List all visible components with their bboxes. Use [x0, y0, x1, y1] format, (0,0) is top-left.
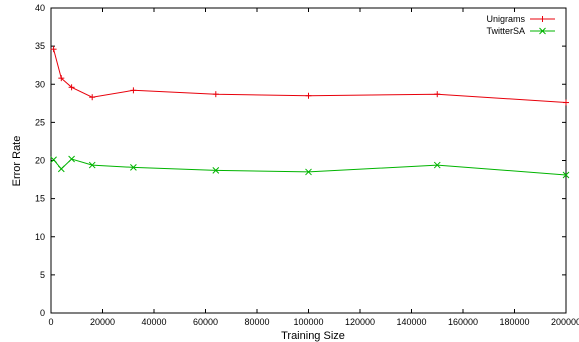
- data-point-twittersa: [130, 164, 137, 171]
- data-point-unigrams: [68, 84, 75, 91]
- series: [50, 46, 570, 179]
- legend: Unigrams TwitterSA: [486, 14, 555, 36]
- marker-twittersa: [50, 156, 57, 164]
- data-point-twittersa: [88, 161, 96, 169]
- marker-twittersa: [433, 161, 441, 169]
- legend-entry-twittersa: TwitterSA: [486, 26, 555, 36]
- x-tick-label: 120000: [345, 317, 375, 327]
- ticks: 0 20000 40000 60000 80000 100000 120000 140000 1…: [35, 3, 579, 327]
- data-point-twittersa: [68, 155, 75, 163]
- legend-marker: [539, 27, 546, 35]
- y-tick-label: 30: [35, 79, 45, 89]
- x-tick-label: 40000: [141, 317, 166, 327]
- y-tick-label: 10: [35, 232, 45, 242]
- y-tick-label: 0: [40, 308, 45, 318]
- series-unigrams: [50, 46, 569, 106]
- data-point-unigrams: [58, 75, 65, 82]
- series-twittersa: [50, 155, 570, 179]
- y-tick-label: 20: [35, 156, 45, 166]
- marker-twittersa: [57, 165, 65, 173]
- marker-twittersa: [130, 164, 137, 171]
- marker-twittersa: [88, 161, 96, 169]
- data-point-twittersa: [50, 156, 57, 164]
- data-point-twittersa: [305, 168, 312, 176]
- legend-marker-glyph: [539, 27, 546, 35]
- x-axis-label: Training Size: [281, 330, 345, 342]
- y-tick-label: 35: [35, 41, 45, 51]
- data-point-twittersa: [562, 171, 570, 179]
- legend-marker: [539, 16, 546, 22]
- x-tick-label: 180000: [499, 317, 529, 327]
- data-point-twittersa: [433, 161, 441, 169]
- x-tick-label: 60000: [193, 317, 218, 327]
- marker-twittersa: [562, 171, 570, 179]
- x-tick-label: 160000: [448, 317, 478, 327]
- x-tick-label: 100000: [293, 317, 323, 327]
- data-point-unigrams: [89, 94, 96, 101]
- legend-entry-unigrams: Unigrams: [486, 14, 555, 24]
- y-tick-label: 5: [40, 270, 45, 280]
- y-tick-label: 15: [35, 194, 45, 204]
- series-line-unigrams: [53, 49, 567, 103]
- legend-label: TwitterSA: [486, 26, 525, 36]
- data-point-unigrams: [212, 91, 219, 98]
- data-point-unigrams: [434, 91, 441, 98]
- y-tick-label: 25: [35, 117, 45, 127]
- x-tick-label: 80000: [244, 317, 269, 327]
- axes: [50, 7, 567, 314]
- marker-twittersa: [305, 168, 312, 176]
- data-point-unigrams: [563, 99, 569, 106]
- x-tick-label: 0: [48, 317, 53, 327]
- legend-label: Unigrams: [486, 14, 525, 24]
- x-tick-label: 20000: [90, 317, 115, 327]
- data-point-unigrams: [130, 87, 137, 94]
- data-point-unigrams: [305, 92, 312, 99]
- marker-twittersa: [212, 167, 220, 174]
- x-tick-label: 200000: [551, 317, 579, 327]
- y-tick-label: 40: [35, 3, 45, 13]
- plot-frame: [50, 7, 567, 314]
- data-point-twittersa: [212, 167, 220, 174]
- data-point-unigrams: [50, 46, 57, 53]
- x-tick-label: 140000: [396, 317, 426, 327]
- marker-twittersa: [68, 155, 75, 163]
- data-point-twittersa: [57, 165, 65, 173]
- y-axis-label: Error Rate: [11, 136, 23, 187]
